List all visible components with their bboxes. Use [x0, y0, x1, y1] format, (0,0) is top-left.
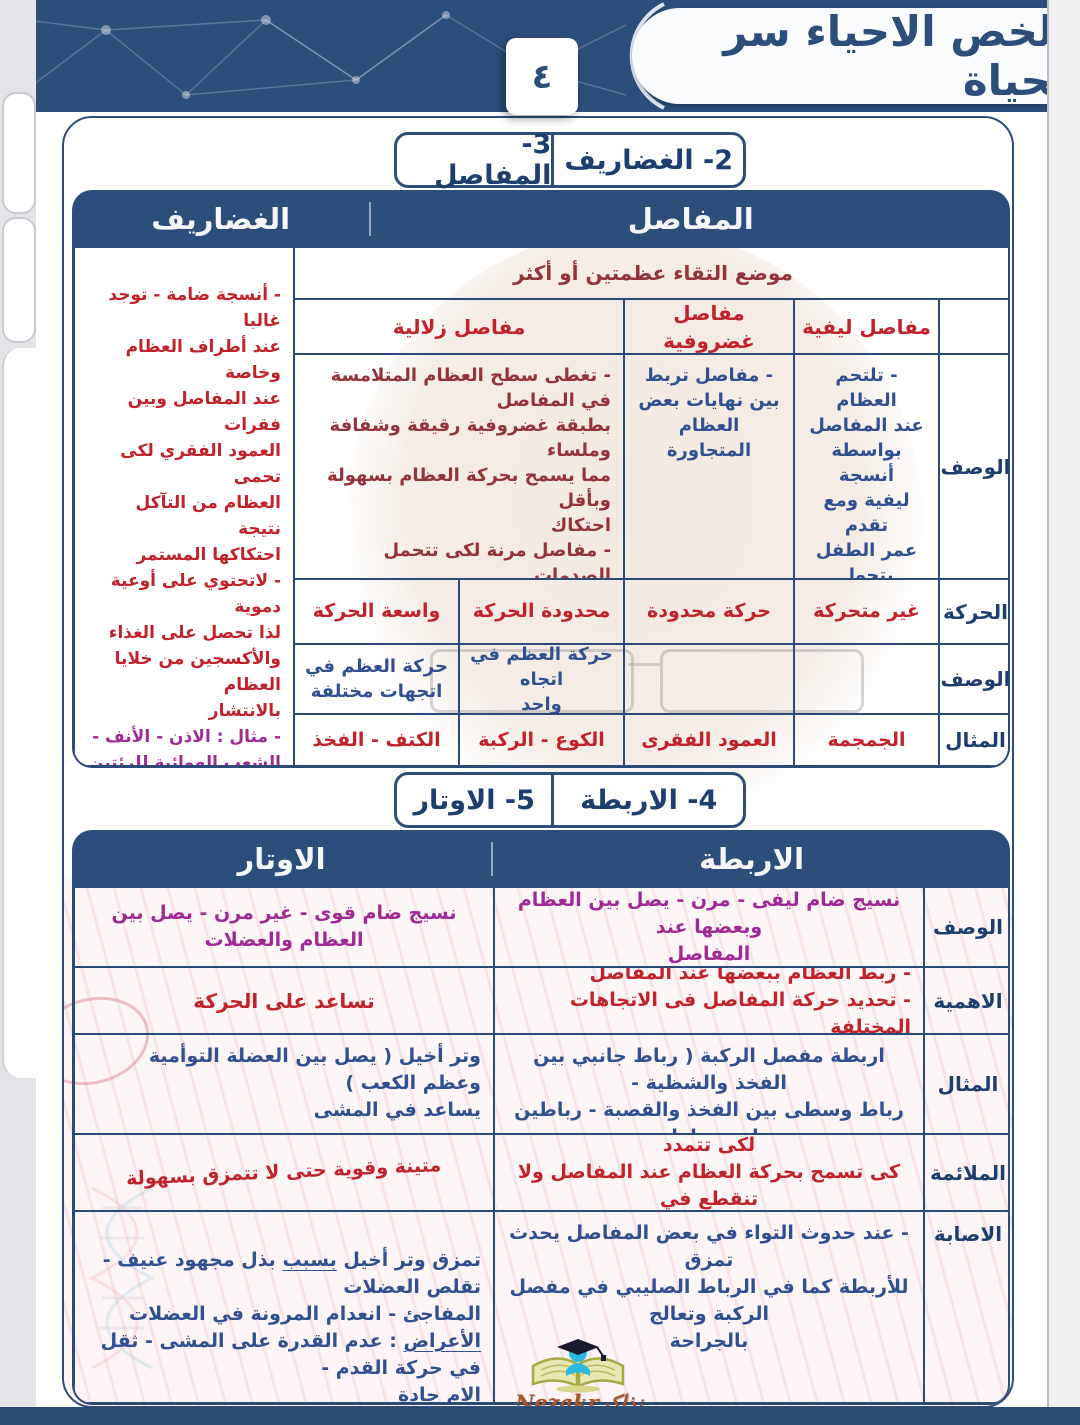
tab-ligaments-label: 4- الاربطة: [551, 775, 743, 825]
movement-synovial-wide: واسعة الحركة: [294, 579, 459, 644]
ligaments-table-header: الاربطة الاوتار: [72, 830, 1010, 887]
empty-cell: [939, 299, 1008, 354]
nezakr-logo: Nezakrنذاكر: [489, 1336, 669, 1408]
face-watermark: [344, 228, 924, 828]
ligaments-table: الاربطة الاوتار نسيج ضام قوى - غير مرن -…: [72, 830, 1010, 1405]
row-label-description: الوصف: [924, 887, 1008, 967]
joints-table-grid: - أنسجة ضامة - توجد غالبا عند أطراف العظ…: [72, 247, 1010, 768]
ligaments-description: نسيج ضام ليفى - مرن - يصل بين العظام وبع…: [494, 887, 924, 967]
synovial-header: مفاصل زلالية: [294, 299, 624, 354]
ligaments-injury: - عند حدوث التواء في بعض المفاصل يحدث تم…: [494, 1211, 924, 1403]
section-tab-cartilage-joints: 2- الغضاريف 3- المفاصل: [394, 129, 746, 191]
content-card: 2- الغضاريف 3- المفاصل المفاصل الغضاريف …: [62, 116, 1014, 1408]
page-number-badge: ٤: [506, 38, 578, 115]
tab-joints-label: 3- المفاصل: [434, 129, 552, 191]
cartilaginous-description: - مفاصل تربط بين نهايات بعض العظام المتج…: [624, 354, 794, 579]
joints-header-label: المفاصل: [369, 201, 1010, 236]
tendons-header-label: الاوتار: [237, 841, 326, 876]
tendons-description: نسيج ضام قوى - غير مرن - يصل بين العظام …: [74, 887, 494, 967]
movement-fibrous: غير متحركة: [794, 579, 939, 644]
row-label-description: الوصف: [939, 354, 1008, 579]
tendons-importance: تساعد على الحركة: [74, 967, 494, 1034]
movement-synovial-limited: محدودة الحركة: [459, 579, 624, 644]
page-right-edge: [1047, 0, 1080, 1425]
title-bubble: ملخص الاحياء سر الحياة: [632, 7, 1080, 105]
section-tab-ligaments-tendons: 4- الاربطة 5- الاوتار: [394, 772, 746, 828]
ligaments-header-label: الاربطة: [491, 841, 1010, 876]
ligaments-importance: - ربط العظام ببعضها عند المفاصل - تحديد …: [494, 967, 924, 1034]
cartilage-notes: - أنسجة ضامة - توجد غالبا عند أطراف العظ…: [108, 285, 281, 721]
joints-table: المفاصل الغضاريف - أنسجة ضامة - توجد غال…: [72, 190, 1010, 768]
title-arc-decoration: [629, 2, 665, 110]
joints-meeting-subheader: موضع التقاء عظمتين أو أكثر: [294, 247, 1008, 299]
page-stack-panel: [2, 348, 40, 1078]
joints-table-header: المفاصل الغضاريف: [72, 190, 1010, 247]
movement-cartilaginous: حركة محدودة: [624, 579, 794, 644]
tendons-example: وتر أخيل ( يصل بين العضلة التوأمية وعظم …: [74, 1034, 494, 1134]
empty-cell: [794, 644, 939, 714]
cartilaginous-header: مفاصل غضروفية: [624, 299, 794, 354]
nezakr-logo-icon: [531, 1339, 625, 1393]
row-label-example: المثال: [924, 1034, 1008, 1134]
cartilage-notes-cell: - أنسجة ضامة - توجد غالبا عند أطراف العظ…: [74, 247, 294, 766]
row-label-importance: الاهمية: [924, 967, 1008, 1034]
page-stack-tab: [2, 92, 36, 214]
nezakr-logo-text: Nezakrنذاكر: [515, 1390, 643, 1408]
row-label-example: المثال: [939, 714, 1008, 766]
dna-doodle-watermark: [88, 1186, 156, 1370]
ligaments-example: اربطة مفصل الركبة ( رباط جانبي بين الفخذ…: [494, 1034, 924, 1134]
row-label-suitability: الملائمة: [924, 1134, 1008, 1211]
tab-tendons-label: 5- الاوتار: [413, 784, 535, 816]
cartilage-header-label: الغضاريف: [151, 201, 291, 236]
example-synovial-wide: الكتف - الفخذ: [294, 714, 459, 766]
empty-cell: [624, 644, 794, 714]
glasses-watermark: [424, 643, 884, 723]
tab-cartilage-label: 2- الغضاريف: [551, 135, 743, 185]
example-synovial-limited: الكوع - الركبة: [459, 714, 624, 766]
row-label-movement: الحركة: [939, 579, 1008, 644]
fibrous-header: مفاصل ليفية: [794, 299, 939, 354]
page-title: ملخص الاحياء سر الحياة: [723, 7, 1080, 105]
cartilage-example: - مثال : الاذن - الأنف - الشعب الهوائية …: [89, 727, 281, 766]
row-label-injury: الاصابة: [924, 1211, 1008, 1403]
movement-desc-synovial-wide: حركة العظم في اتجهات مختلفة: [294, 644, 459, 714]
fibrous-description: - تلتحم العظام عند المفاصل بواسطة أنسجة …: [794, 354, 939, 579]
footer-band: [0, 1407, 1080, 1425]
synovial-description: - تغطى سطح العظام المتلامسة في المفاصل ب…: [294, 354, 624, 579]
example-fibrous: الجمجمة: [794, 714, 939, 766]
tendons-suitability: متينة وقوية حتى لا تتمزق بسهولة: [74, 1134, 494, 1211]
ligaments-suitability: متينة وقوية حتى لا تتمزق بسهولة - مرنة ل…: [494, 1134, 924, 1211]
row-label-description2: الوصف: [939, 644, 1008, 714]
movement-desc-synovial-limited: حركة العظم في اتجاه واحد: [459, 644, 624, 714]
example-cartilaginous: العمود الفقرى: [624, 714, 794, 766]
page-stack-tab: [2, 217, 36, 343]
ligaments-table-grid: نسيج ضام قوى - غير مرن - يصل بين العظام …: [72, 887, 1010, 1405]
tendons-injury: تمزق وتر أخيل بسبب بذل مجهود عنيف - تقلص…: [74, 1211, 494, 1403]
